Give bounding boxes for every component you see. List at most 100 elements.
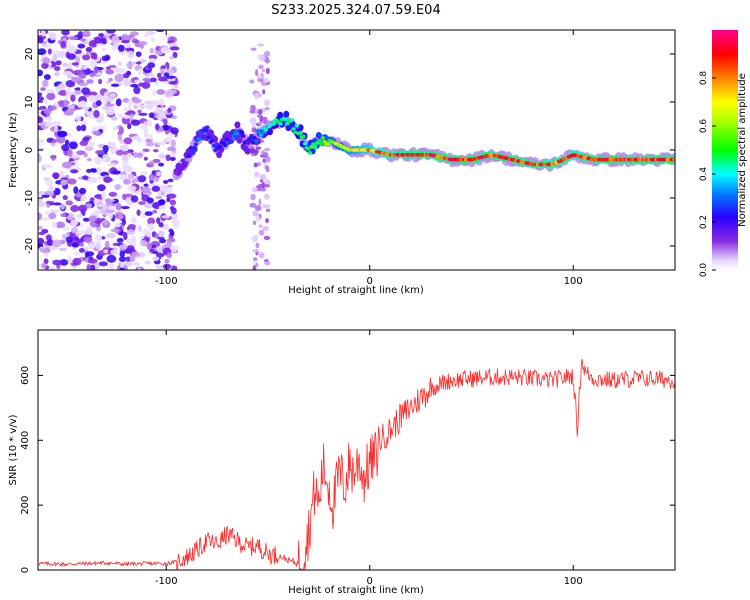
ridge-core: [312, 145, 317, 149]
noise-blob: [70, 219, 79, 227]
noise-blob: [101, 55, 110, 62]
noise-blob: [253, 162, 258, 168]
noise-blob: [165, 75, 176, 79]
ridge-core: [177, 170, 182, 175]
noise-blob: [119, 174, 128, 181]
noise-blob: [60, 177, 69, 181]
bottom-y-tick-label: 400: [20, 431, 31, 450]
noise-blob: [92, 130, 101, 136]
noise-blob: [41, 217, 50, 221]
noise-blob: [95, 233, 103, 242]
noise-blob: [136, 61, 142, 65]
bottom-y-tick-label: 600: [20, 366, 31, 385]
noise-blob: [81, 65, 88, 70]
noise-blob: [89, 60, 97, 68]
noise-blob: [155, 107, 162, 115]
noise-blob: [259, 174, 267, 181]
noise-blob: [60, 40, 67, 49]
noise-blob: [161, 215, 170, 219]
ridge-core: [289, 118, 295, 122]
noise-blob: [147, 62, 156, 69]
noise-blob: [98, 78, 103, 85]
noise-blob: [137, 109, 142, 114]
noise-blob: [115, 149, 125, 156]
noise-blob: [67, 75, 74, 79]
noise-blob: [78, 204, 88, 213]
noise-blob: [163, 180, 169, 184]
noise-blob: [96, 176, 103, 180]
noise-blob: [116, 237, 124, 243]
noise-blob: [110, 228, 120, 233]
noise-blob: [261, 150, 266, 155]
noise-blob: [256, 74, 264, 79]
noise-blob: [108, 64, 117, 69]
noise-blob: [147, 217, 156, 225]
noise-blob: [137, 68, 142, 76]
noise-blob: [38, 95, 45, 102]
noise-blob: [154, 233, 160, 239]
noise-blob: [41, 44, 52, 48]
noise-blob: [38, 69, 44, 77]
ridge-core: [253, 139, 259, 143]
noise-blob: [154, 50, 163, 56]
noise-blob: [89, 72, 96, 77]
noise-blob: [118, 126, 124, 135]
noise-blob: [111, 116, 118, 121]
noise-blob: [160, 65, 167, 69]
bottom-x-tick-label: 0: [367, 576, 373, 587]
noise-blob: [264, 178, 271, 186]
colorbar-ticks: 0.0 0.2 0.4 0.6 0.8: [699, 71, 716, 277]
noise-blob: [52, 259, 62, 266]
noise-blob: [77, 43, 86, 49]
noise-blob: [38, 226, 44, 230]
noise-blob: [251, 186, 259, 193]
noise-blob: [138, 125, 148, 129]
colorbar-tick-label: 0.2: [699, 215, 709, 229]
noise-blob: [141, 81, 151, 89]
ridge-mid: [236, 136, 243, 144]
noise-blob: [59, 259, 69, 266]
top-x-axis: -100 0 100: [155, 30, 583, 287]
noise-blob: [136, 152, 143, 158]
noise-blob: [153, 148, 159, 153]
noise-blob: [55, 60, 62, 66]
noise-blob: [166, 146, 176, 152]
noise-blob: [263, 77, 269, 83]
ridge-core: [672, 157, 675, 162]
noise-blob: [158, 98, 164, 103]
noise-blob: [38, 154, 41, 162]
ridge-mid: [234, 121, 241, 129]
noise-blob: [165, 136, 173, 142]
noise-blob: [141, 213, 147, 218]
top-x-tick-label: 0: [367, 276, 373, 287]
noise-blob: [48, 105, 57, 111]
noise-blob: [86, 79, 94, 84]
noise-blob: [155, 265, 164, 269]
noise-blob: [126, 152, 133, 159]
noise-blob: [108, 263, 115, 270]
ridge-core: [236, 134, 241, 139]
noise-blob: [45, 200, 55, 205]
noise-blob: [46, 88, 55, 94]
noise-blob: [91, 168, 97, 173]
noise-blob: [93, 156, 103, 164]
noise-blob: [87, 157, 92, 162]
noise-blob: [160, 186, 168, 192]
noise-blob: [131, 119, 141, 126]
noise-blob: [71, 242, 80, 248]
noise-blob: [100, 96, 106, 101]
noise-blob: [143, 133, 150, 138]
noise-blob: [79, 140, 89, 146]
noise-blob: [150, 77, 157, 83]
noise-blob: [112, 126, 118, 131]
noise-blob: [136, 104, 146, 108]
ridge-core: [252, 135, 257, 140]
colorbar-label: Normalized spectral amplitude: [737, 73, 748, 227]
bottom-panel: -100 0 100 0 200 400 600 Height of straight l…: [8, 329, 676, 596]
noise-blob: [76, 125, 82, 132]
ridge-core: [232, 132, 238, 136]
noise-blob: [105, 69, 115, 75]
noise-blob: [134, 79, 144, 84]
noise-blob: [50, 209, 60, 214]
noise-blob: [150, 101, 160, 107]
